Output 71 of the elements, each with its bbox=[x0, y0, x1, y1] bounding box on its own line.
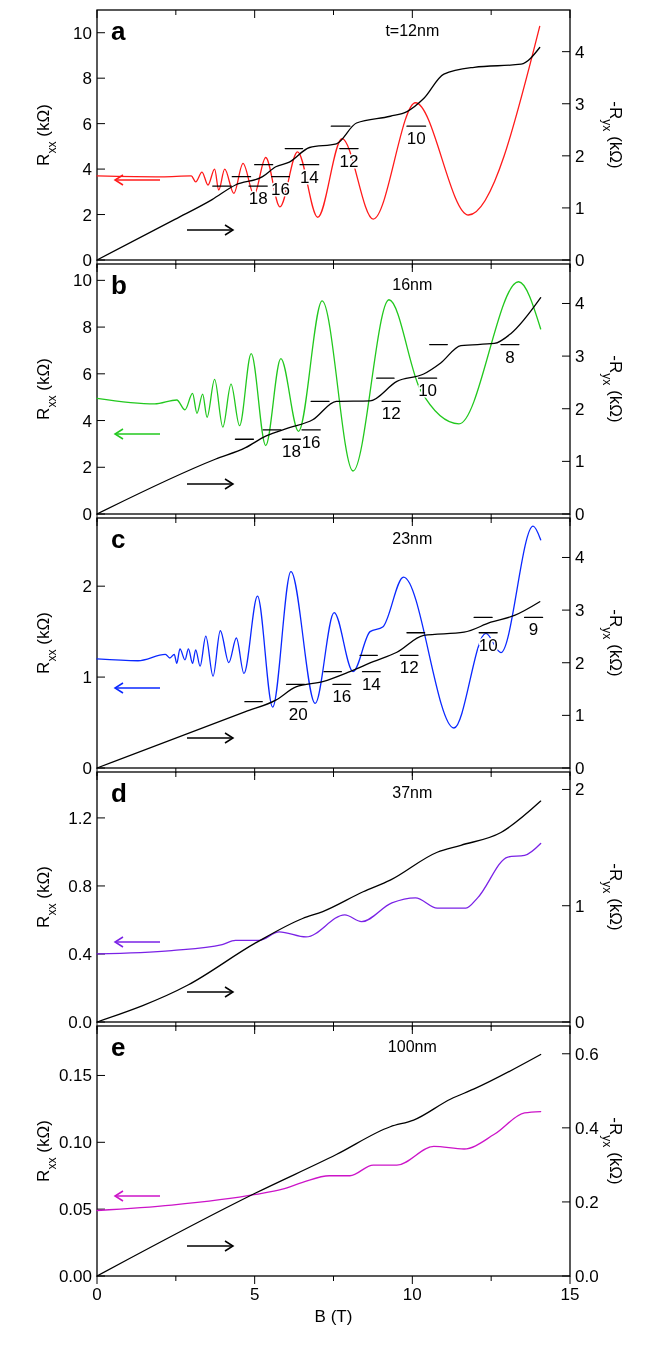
y2-tick-label: 0 bbox=[575, 505, 585, 524]
y-tick-label: 10 bbox=[73, 271, 92, 291]
y2-tick-label: 4 bbox=[575, 294, 585, 314]
annotation: 16 bbox=[332, 687, 352, 707]
y-tick-label: 4 bbox=[82, 160, 92, 180]
y2-tick-label: 2 bbox=[575, 399, 585, 419]
annotation: 100nm bbox=[387, 1038, 437, 1055]
annotation: t=12nm bbox=[385, 22, 440, 39]
y-tick-label: 0.0 bbox=[68, 1013, 92, 1032]
x-tick-label: 10 bbox=[402, 1285, 422, 1304]
y-tick-label: 1.2 bbox=[68, 808, 92, 828]
y-tick-label: 8 bbox=[82, 69, 92, 89]
annotation: 12 bbox=[399, 658, 419, 678]
y-tick-label: 0.8 bbox=[68, 876, 92, 896]
y2-tick-label: 0.0 bbox=[575, 1267, 599, 1286]
y-tick-label: 4 bbox=[82, 411, 92, 431]
annotation: d bbox=[111, 778, 127, 808]
annotation: 12 bbox=[381, 404, 401, 424]
y2-tick-label: 0 bbox=[575, 759, 585, 778]
y-tick-label: 2 bbox=[82, 458, 92, 478]
annotation: 16 bbox=[301, 432, 321, 452]
annotation: 8 bbox=[505, 347, 515, 367]
y-tick-label: 6 bbox=[82, 114, 92, 134]
annotation: 16nm bbox=[392, 276, 433, 293]
y2-tick-label: 2 bbox=[575, 653, 585, 673]
x-axis-title: B (T) bbox=[314, 1307, 353, 1326]
y2-tick-label: 1 bbox=[575, 706, 585, 726]
y-tick-label: 10 bbox=[73, 23, 92, 43]
y2-tick-label: 0.6 bbox=[575, 1044, 599, 1064]
y-tick-label: 8 bbox=[82, 318, 92, 338]
annotation: 10 bbox=[406, 129, 426, 149]
y-tick-label: 0 bbox=[82, 759, 92, 778]
y-tick-label: 0.10 bbox=[58, 1133, 92, 1153]
y2-tick-label: 1 bbox=[575, 198, 585, 218]
y-tick-label: 0 bbox=[82, 505, 92, 524]
y-tick-label: 0.15 bbox=[58, 1066, 92, 1086]
y2-tick-label: 4 bbox=[575, 548, 585, 568]
x-tick-label: 5 bbox=[249, 1285, 260, 1304]
annotation: c bbox=[111, 524, 126, 554]
annotation: 9 bbox=[528, 620, 539, 640]
y-tick-label: 0.00 bbox=[58, 1267, 92, 1286]
y-tick-label: 2 bbox=[82, 577, 92, 597]
y-tick-label: 0.4 bbox=[68, 944, 92, 964]
x-tick-label: 15 bbox=[560, 1285, 580, 1304]
annotation: 18 bbox=[248, 189, 268, 209]
y2-tick-label: 3 bbox=[575, 347, 585, 367]
annotation: 18 bbox=[281, 442, 301, 462]
y2-tick-label: 0.4 bbox=[575, 1118, 599, 1138]
annotation: 23nm bbox=[392, 530, 433, 547]
annotation: 20 bbox=[288, 704, 308, 724]
annotation: b bbox=[111, 270, 127, 300]
annotation: e bbox=[111, 1032, 126, 1062]
y-tick-label: 1 bbox=[82, 668, 92, 688]
y2-tick-label: 2 bbox=[575, 780, 585, 800]
y-tick-label: 2 bbox=[82, 205, 92, 225]
y2-tick-label: 4 bbox=[575, 42, 585, 62]
y2-tick-label: 0 bbox=[575, 251, 585, 270]
annotation: 37nm bbox=[392, 784, 433, 801]
y-tick-label: 0 bbox=[82, 251, 92, 270]
y-tick-label: 0.05 bbox=[58, 1200, 92, 1220]
y2-tick-label: 0 bbox=[575, 1013, 585, 1032]
annotation: 10 bbox=[478, 635, 498, 655]
y2-tick-label: 0.2 bbox=[575, 1192, 599, 1212]
y2-tick-label: 1 bbox=[575, 896, 585, 916]
annotation: 14 bbox=[361, 674, 381, 694]
y2-tick-label: 3 bbox=[575, 601, 585, 621]
y2-tick-label: 1 bbox=[575, 452, 585, 472]
y2-tick-label: 2 bbox=[575, 146, 585, 166]
y-tick-label: 6 bbox=[82, 364, 92, 384]
y2-tick-label: 3 bbox=[575, 94, 585, 114]
annotation: a bbox=[111, 16, 126, 46]
